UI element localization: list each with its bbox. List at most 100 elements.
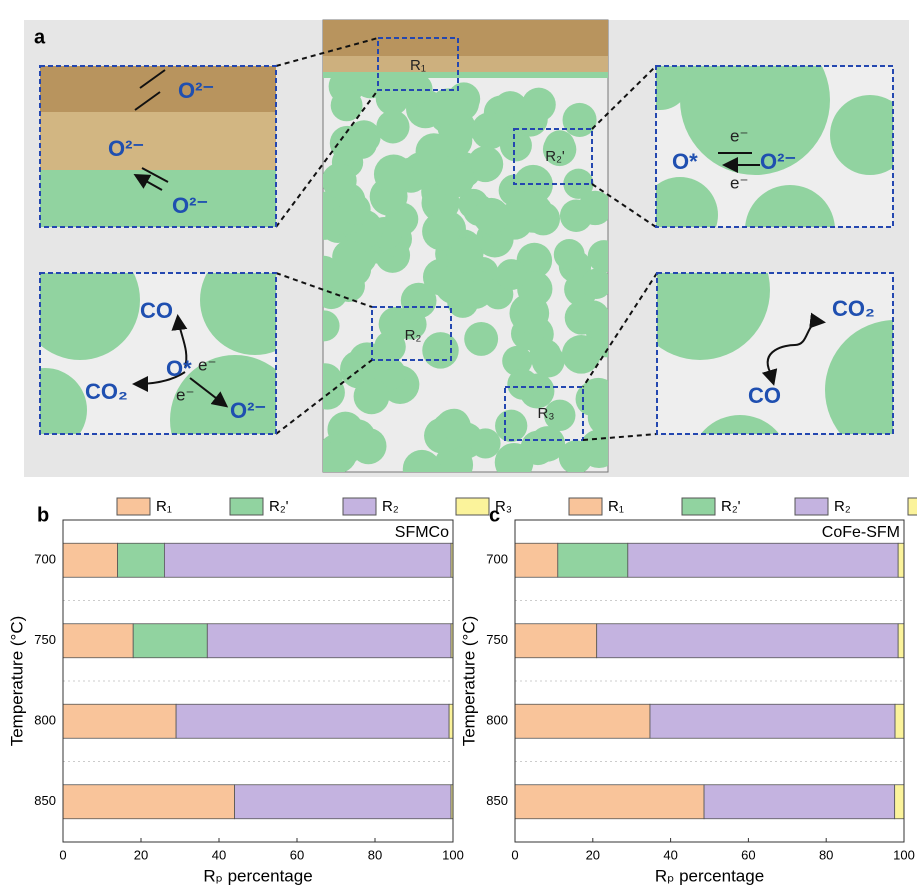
particle	[464, 321, 499, 356]
particle	[529, 339, 562, 372]
connector	[591, 65, 657, 228]
inset-1: O²⁻ O²⁻ O²⁻	[39, 65, 277, 228]
arrow	[132, 371, 186, 392]
y-tick-label: 750	[486, 632, 508, 647]
legend-label: R₂	[834, 498, 851, 515]
species: O²⁻	[760, 149, 796, 174]
particle	[351, 72, 390, 99]
x-tick-label: 20	[586, 847, 600, 862]
particle	[436, 159, 475, 198]
bar-segment	[132, 623, 208, 659]
species: O²⁻	[172, 193, 208, 218]
bar-segment	[649, 703, 896, 739]
particle	[330, 89, 363, 122]
y-tick-label: 850	[34, 793, 56, 808]
connector	[275, 272, 373, 435]
bar-segment	[206, 623, 452, 659]
interlayer	[323, 56, 608, 72]
y-tick-label: 800	[486, 713, 508, 728]
inset-2: O* O²⁻ e⁻ e⁻	[655, 65, 894, 228]
particle	[561, 335, 601, 374]
region-label: R₂'	[545, 148, 565, 165]
region-label: R₃	[538, 405, 555, 422]
arrow	[171, 314, 188, 369]
panel-label: c	[489, 504, 500, 526]
arrow	[135, 69, 169, 191]
x-tick-label: 80	[368, 847, 382, 862]
particle	[373, 154, 414, 194]
particle	[559, 199, 593, 233]
particle	[577, 300, 608, 332]
particle	[680, 66, 830, 175]
particle	[495, 409, 528, 442]
bar-segment	[627, 542, 899, 578]
species: CO₂	[832, 296, 875, 321]
particle	[40, 368, 87, 434]
particle	[578, 377, 608, 418]
bar-segment	[557, 542, 629, 578]
inset-box	[655, 65, 894, 228]
electrolyte-layer	[323, 20, 608, 56]
bar-segment	[117, 542, 165, 578]
arrow	[766, 312, 826, 373]
particle	[446, 237, 483, 273]
connector	[582, 272, 658, 441]
particle	[40, 273, 140, 360]
bar-segment	[175, 703, 450, 739]
legend-label: R₃	[495, 498, 512, 515]
particle	[467, 146, 504, 183]
bar-segment	[894, 784, 905, 820]
y-tick-label: 700	[486, 552, 508, 567]
particle	[502, 345, 533, 376]
particle	[470, 428, 501, 459]
legend-swatch	[455, 497, 490, 516]
y-tick-label: 750	[34, 632, 56, 647]
bar-segment	[514, 703, 651, 739]
inset-4: CO₂ CO	[656, 272, 894, 435]
bar-segment	[897, 542, 905, 578]
panel-label: a	[34, 26, 46, 48]
particles	[323, 72, 608, 472]
y-axis-label: Temperature (°C)	[7, 616, 26, 747]
particle	[332, 240, 366, 274]
bar-segment	[514, 784, 705, 820]
x-tick-label: 100	[893, 847, 915, 862]
layer	[40, 66, 276, 112]
particle	[495, 259, 527, 290]
region-box	[513, 128, 593, 185]
arrow	[761, 368, 778, 386]
plot-frame	[514, 519, 905, 843]
particle	[339, 193, 371, 225]
bar-segment	[596, 623, 899, 659]
particle	[378, 306, 413, 342]
particle	[434, 265, 474, 305]
particle	[323, 163, 357, 199]
x-tick-label: 100	[442, 847, 464, 862]
species: O²⁻	[178, 78, 214, 103]
x-tick-label: 60	[290, 847, 304, 862]
particle	[347, 120, 381, 154]
particle	[332, 269, 365, 303]
arrow	[718, 153, 760, 165]
particle	[587, 240, 608, 273]
panel-label: b	[37, 504, 49, 526]
particle	[825, 320, 893, 434]
x-tick-label: 20	[134, 847, 148, 862]
bar-segment	[62, 542, 118, 578]
x-tick-label: 60	[741, 847, 755, 862]
inset-box	[39, 272, 277, 435]
inset-3: CO CO₂ O* e⁻ e⁻ O²⁻	[39, 272, 277, 435]
panel-a: a R₁ R₂' R₂ R₃ O²⁻ O²⁻ O²⁻	[24, 19, 909, 477]
particle	[494, 442, 534, 472]
particle	[507, 368, 539, 400]
particle	[656, 177, 718, 227]
species: CO	[748, 383, 781, 408]
x-tick-label: 0	[59, 847, 66, 862]
bar-segment	[703, 784, 896, 820]
chart-title: CoFe-SFM	[822, 524, 900, 541]
particle	[350, 428, 387, 465]
particle	[700, 415, 780, 434]
particle	[499, 129, 532, 162]
species: CO	[140, 298, 173, 323]
particle	[542, 132, 577, 167]
